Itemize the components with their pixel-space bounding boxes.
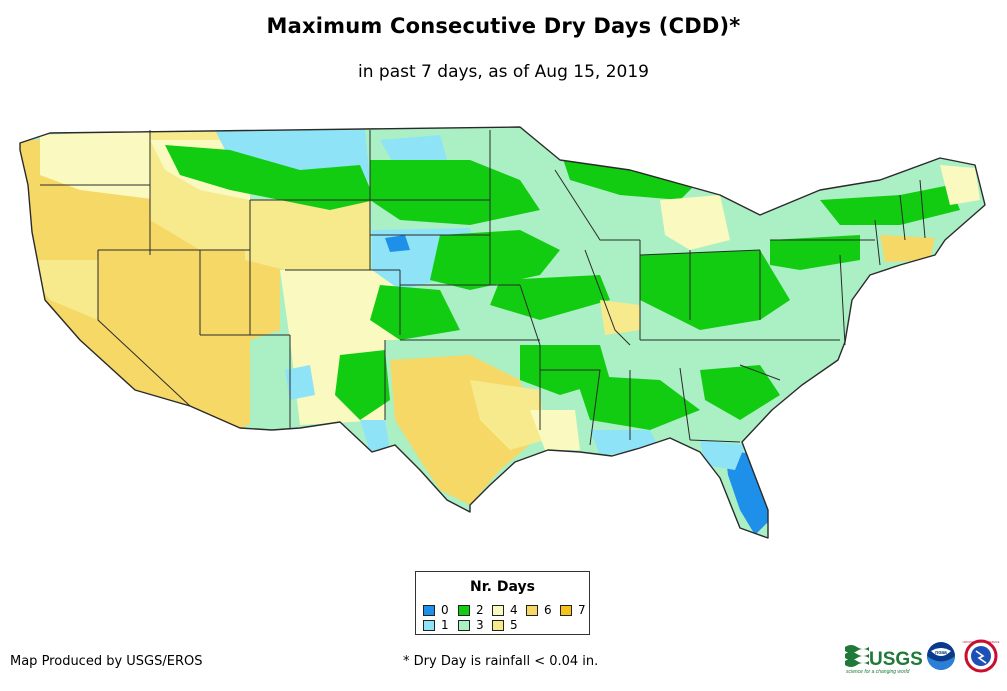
- legend-label: 3: [476, 618, 484, 632]
- usgs-logo: USGS science for a changing world: [845, 645, 923, 675]
- legend: Nr. Days 0 1 2 3 4 5 6 7: [415, 571, 590, 635]
- legend-label: 0: [441, 603, 449, 617]
- legend-swatch: [458, 605, 470, 616]
- legend-item: 7: [560, 604, 586, 616]
- legend-swatch: [458, 620, 470, 631]
- legend-swatch: [492, 620, 504, 631]
- legend-label: 7: [578, 603, 586, 617]
- credit-text: Map Produced by USGS/EROS: [10, 654, 203, 669]
- legend-item: 4: [492, 604, 518, 616]
- legend-item: 3: [458, 619, 484, 631]
- footnote-text: * Dry Day is rainfall < 0.04 in.: [403, 654, 599, 669]
- map-subtitle: in past 7 days, as of Aug 15, 2019: [358, 62, 649, 82]
- map-title: Maximum Consecutive Dry Days (CDD)*: [266, 14, 741, 38]
- legend-item: 1: [423, 619, 449, 631]
- legend-label: 5: [510, 618, 518, 632]
- cdd-map: [19, 126, 986, 539]
- legend-item: 5: [492, 619, 518, 631]
- nws-logo: NATIONAL WEATHER SERVICE: [963, 639, 1000, 673]
- svg-text:science for a changing world: science for a changing world: [846, 669, 910, 675]
- legend-label: 6: [544, 603, 552, 617]
- svg-text:NATIONAL WEATHER SERVICE: NATIONAL WEATHER SERVICE: [963, 641, 1000, 644]
- legend-swatch: [560, 605, 572, 616]
- svg-text:noaa: noaa: [935, 650, 947, 656]
- legend-item: 2: [458, 604, 484, 616]
- legend-title: Nr. Days: [470, 579, 535, 595]
- legend-item: 6: [526, 604, 552, 616]
- legend-label: 2: [476, 603, 484, 617]
- legend-swatch: [492, 605, 504, 616]
- legend-swatch: [526, 605, 538, 616]
- legend-swatch: [423, 620, 435, 631]
- legend-swatch: [423, 605, 435, 616]
- legend-label: 1: [441, 618, 449, 632]
- noaa-logo: noaa: [927, 642, 955, 670]
- svg-text:USGS: USGS: [869, 649, 923, 670]
- legend-item: 0: [423, 604, 449, 616]
- agency-logos: USGS science for a changing world noaa N…: [845, 639, 1000, 675]
- legend-label: 4: [510, 603, 518, 617]
